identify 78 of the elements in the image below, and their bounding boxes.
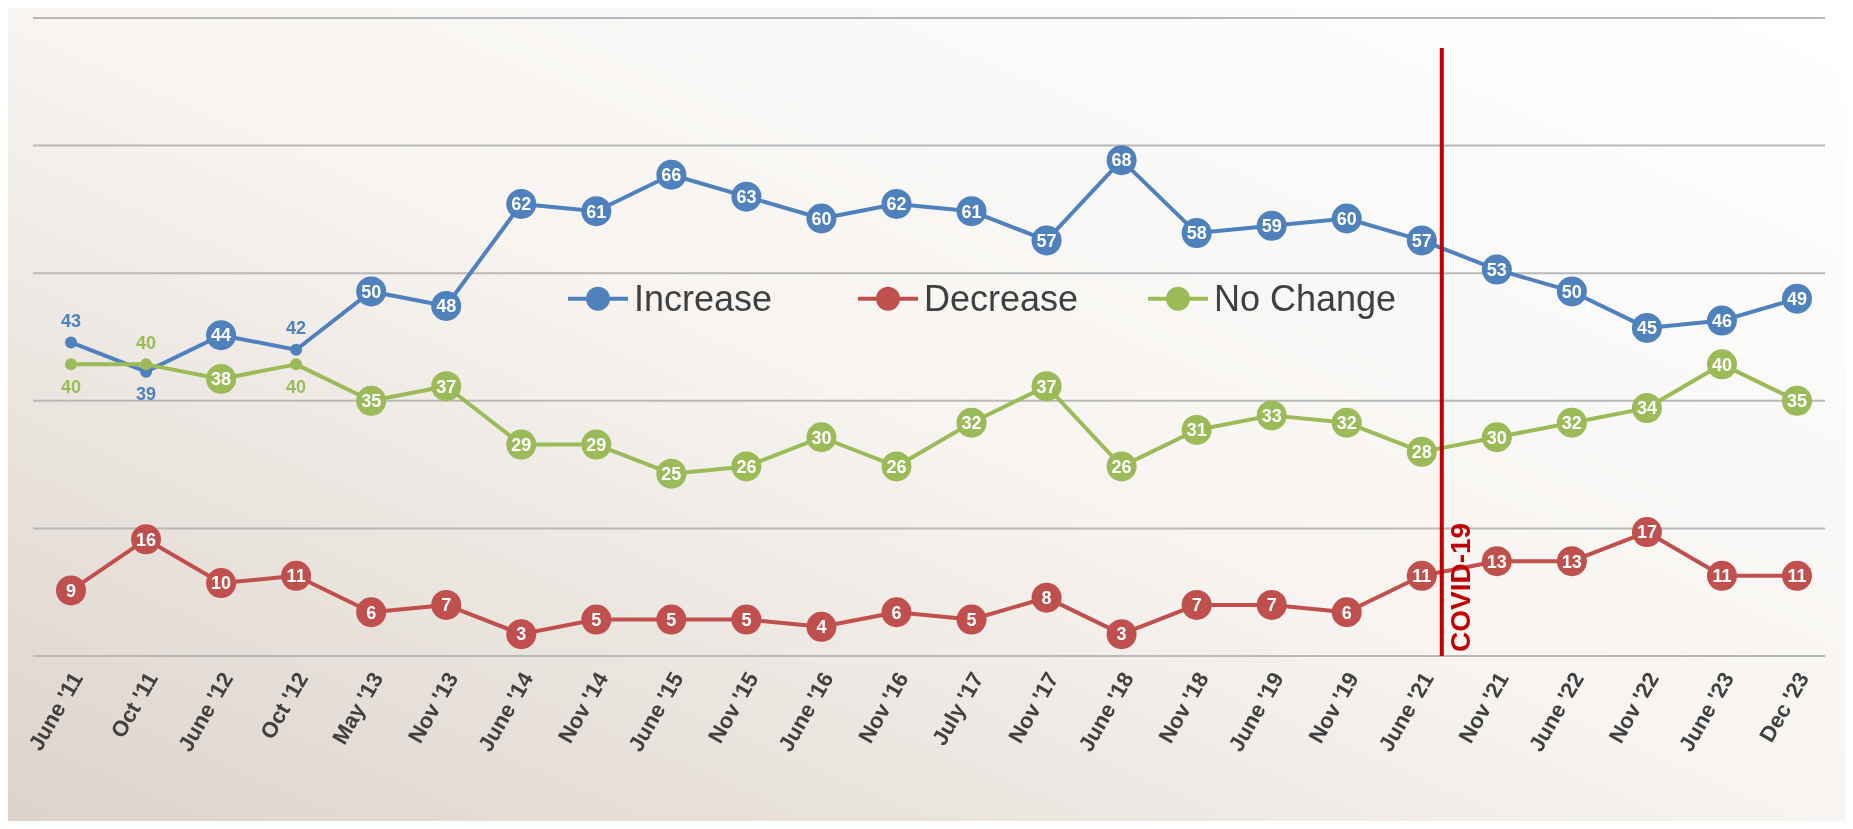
data-label: 7 xyxy=(441,595,452,616)
data-label: 57 xyxy=(1411,230,1432,251)
data-label: 16 xyxy=(136,529,157,550)
data-label: 13 xyxy=(1561,551,1582,572)
data-label: 40 xyxy=(286,376,307,397)
data-label: 61 xyxy=(961,201,982,222)
data-label: 33 xyxy=(1261,405,1282,426)
data-label: 50 xyxy=(361,281,382,302)
data-label: 37 xyxy=(1036,376,1057,397)
data-label: 43 xyxy=(60,310,82,331)
data-label: 26 xyxy=(1111,456,1132,477)
data-label: 11 xyxy=(1412,566,1432,587)
data-label: 7 xyxy=(1191,595,1202,616)
data-label: 46 xyxy=(1711,310,1732,331)
data-label: 53 xyxy=(1486,259,1507,280)
data-label: 44 xyxy=(211,325,232,346)
data-label: 40 xyxy=(1711,354,1732,375)
data-label: 57 xyxy=(1036,230,1057,251)
data-label: 42 xyxy=(286,318,307,339)
data-label: 5 xyxy=(666,609,677,630)
data-label: 11 xyxy=(1787,566,1807,587)
data-label: 48 xyxy=(436,296,457,317)
data-label: 50 xyxy=(1561,281,1582,302)
data-label: 60 xyxy=(1336,208,1357,229)
data-label: 5 xyxy=(966,609,977,630)
data-label: 8 xyxy=(1041,587,1052,608)
data-label: 45 xyxy=(1636,318,1657,339)
data-label: 30 xyxy=(811,427,832,448)
data-label: 4 xyxy=(816,617,827,638)
data-label: 5 xyxy=(741,609,752,630)
data-label: 49 xyxy=(1786,289,1808,310)
data-label: 40 xyxy=(136,332,157,353)
data-label: 30 xyxy=(1486,427,1507,448)
x-tick-label: Oct '12 xyxy=(255,667,314,744)
data-label: 37 xyxy=(436,376,457,397)
data-label: 17 xyxy=(1636,522,1657,543)
data-label: 39 xyxy=(136,383,157,404)
data-label: 10 xyxy=(211,573,232,594)
ref-line-label: COVID-19 xyxy=(1445,522,1477,652)
data-label: 38 xyxy=(211,369,232,390)
data-label: 11 xyxy=(1712,566,1732,587)
data-label: 35 xyxy=(361,391,382,412)
data-label: 11 xyxy=(286,566,306,587)
data-label: 62 xyxy=(511,194,532,215)
data-label: 35 xyxy=(1786,391,1808,412)
data-label: 31 xyxy=(1186,420,1207,441)
data-label: 32 xyxy=(1561,412,1582,433)
legend-label: No Change xyxy=(1214,278,1397,320)
data-label: 26 xyxy=(886,456,907,477)
data-label: 3 xyxy=(516,624,527,645)
data-label: 6 xyxy=(1341,602,1352,623)
data-label: 29 xyxy=(586,434,607,455)
data-label: 62 xyxy=(886,194,907,215)
data-label: 32 xyxy=(1336,412,1357,433)
data-label: 32 xyxy=(961,412,982,433)
data-label: 13 xyxy=(1486,551,1507,572)
data-label: 3 xyxy=(1116,624,1127,645)
data-label: 5 xyxy=(591,609,602,630)
data-label: 63 xyxy=(736,186,757,207)
data-label: 6 xyxy=(891,602,902,623)
data-label: 7 xyxy=(1266,595,1277,616)
data-label: 68 xyxy=(1111,150,1132,171)
legend-label: Increase xyxy=(634,278,773,320)
data-label: 40 xyxy=(60,376,82,397)
data-label: 58 xyxy=(1186,223,1207,244)
data-label: 26 xyxy=(736,456,757,477)
data-label: 59 xyxy=(1261,216,1282,237)
legend-label: Decrease xyxy=(924,278,1079,320)
data-label: 34 xyxy=(1636,398,1657,419)
data-label: 60 xyxy=(811,208,832,229)
data-label: 9 xyxy=(65,580,77,601)
data-label: 61 xyxy=(586,201,607,222)
data-label: 66 xyxy=(661,165,682,186)
data-label: 25 xyxy=(661,464,682,485)
data-label: 28 xyxy=(1411,442,1432,463)
x-tick-label: Oct '11 xyxy=(105,667,164,743)
data-label: 6 xyxy=(366,602,377,623)
data-label: 29 xyxy=(511,434,532,455)
